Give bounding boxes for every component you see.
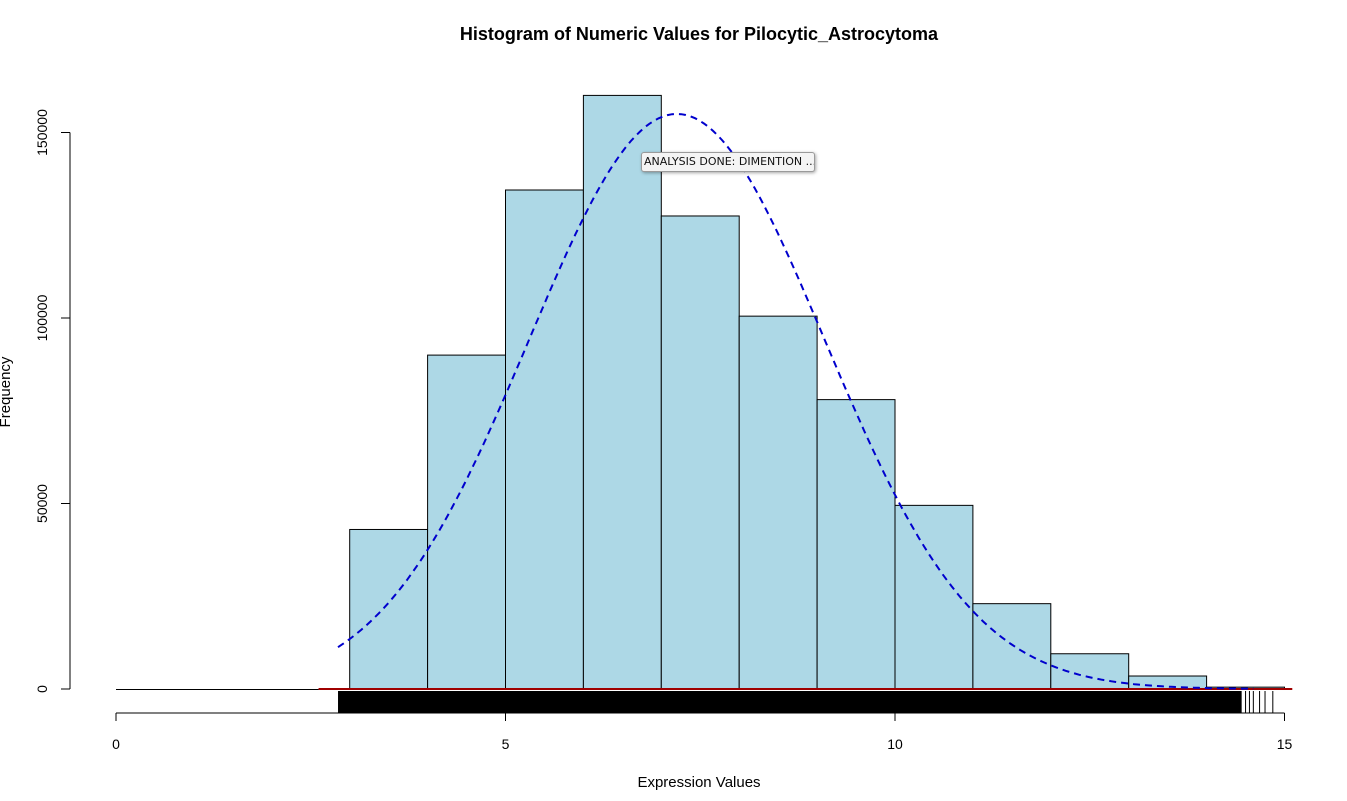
histogram-bar-9 [972,603,1052,690]
y-axis: 0 50000 100000 150000 [34,109,71,693]
density-curve-line [337,112,1254,690]
histogram-bar-4 [582,94,662,690]
y-tick-label-150000: 150000 [34,109,50,156]
histogram-bar-2 [427,354,507,690]
x-axis: 0 5 10 15 [112,712,1293,752]
histogram-bar-1 [349,528,429,690]
y-tick-label-100000: 100000 [34,294,50,341]
x-tick-label-5: 5 [502,736,510,752]
histogram-bar-7 [816,399,896,690]
y-tick-label-0: 0 [34,685,50,693]
reference-lines [116,688,1293,690]
x-tick-label-10: 10 [887,736,903,752]
y-tick-label-50000: 50000 [34,484,50,523]
histogram-bar-3 [505,189,584,690]
histogram-bar-10 [1050,653,1130,690]
analysis-tooltip: ANALYSIS DONE: DIMENTION ... [641,152,815,172]
density-curve [337,112,1254,690]
rug-dense-band [338,691,1242,713]
histogram-bars [349,94,1285,690]
x-tick-label-0: 0 [112,736,120,752]
y-axis-label: Frequency [0,356,14,427]
histogram-bar-5 [660,215,740,690]
histogram-bar-6 [738,315,818,690]
x-axis-label: Expression Values [637,774,760,791]
rug-marks [338,691,1274,713]
x-tick-label-15: 15 [1277,736,1293,752]
chart-title: Histogram of Numeric Values for Pilocyti… [460,24,939,44]
